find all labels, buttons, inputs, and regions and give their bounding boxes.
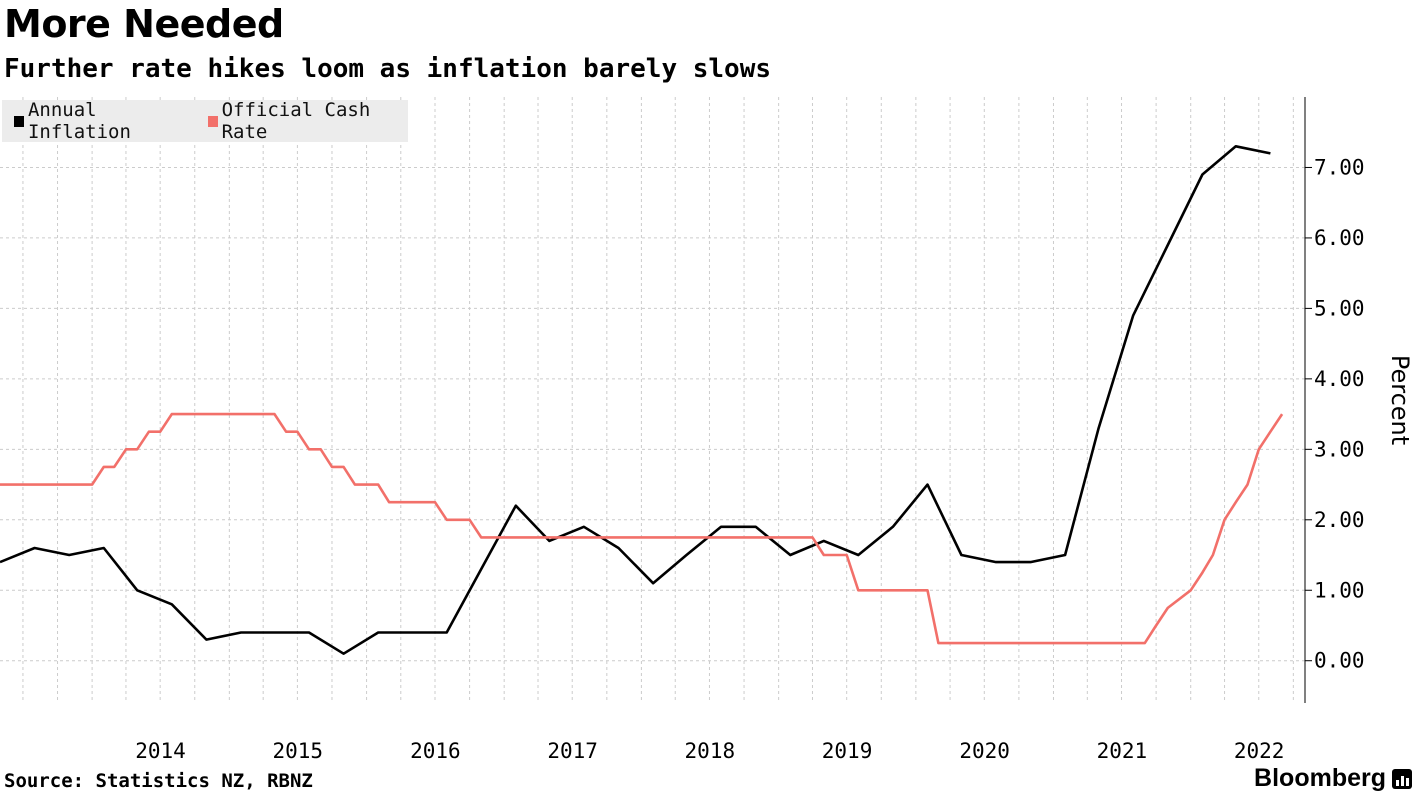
y-tick-label: 6.00: [1314, 226, 1365, 250]
x-tick-label: 2016: [410, 739, 461, 763]
brand: Bloomberg: [1254, 764, 1412, 793]
y-tick-label: 1.00: [1314, 578, 1365, 602]
chart-subtitle: Further rate hikes loom as inflation bar…: [4, 54, 772, 84]
chart-legend: Annual Inflation Official Cash Rate: [2, 99, 408, 143]
y-tick-label: 0.00: [1314, 649, 1365, 673]
legend-label-inflation: Annual Inflation: [27, 99, 131, 143]
y-tick-label: 7.00: [1314, 155, 1365, 179]
x-tick-label: 2015: [272, 739, 323, 763]
brand-name: Bloomberg: [1254, 764, 1386, 792]
y-axis-title: Percent: [1386, 355, 1414, 445]
x-tick-label: 2021: [1097, 739, 1148, 763]
chart-title: More Needed: [4, 2, 284, 46]
x-tick-label: 2020: [959, 739, 1010, 763]
y-tick-label: 5.00: [1314, 296, 1365, 320]
legend-swatch-inflation: [14, 115, 24, 127]
x-tick-label: 2018: [685, 739, 736, 763]
source-note: Source: Statistics NZ, RBNZ: [4, 770, 313, 792]
y-tick-label: 4.00: [1314, 367, 1365, 391]
bloomberg-logo-icon: [1392, 768, 1412, 789]
series-line-annual-inflation: [0, 145, 1271, 655]
legend-label-cash-rate: Official Cash Rate: [221, 99, 371, 143]
x-tick-label: 2022: [1234, 739, 1285, 763]
x-tick-label: 2014: [135, 739, 186, 763]
series-line-official-cash-rate: [0, 412, 1284, 645]
y-tick-label: 3.00: [1314, 437, 1365, 461]
legend-swatch-cash-rate: [207, 115, 218, 127]
y-tick-label: 2.00: [1314, 508, 1365, 532]
legend-item-inflation: Annual Inflation: [14, 99, 194, 143]
x-tick-label: 2019: [822, 739, 873, 763]
legend-item-cash-rate: Official Cash Rate: [207, 99, 408, 143]
x-tick-label: 2017: [547, 739, 598, 763]
